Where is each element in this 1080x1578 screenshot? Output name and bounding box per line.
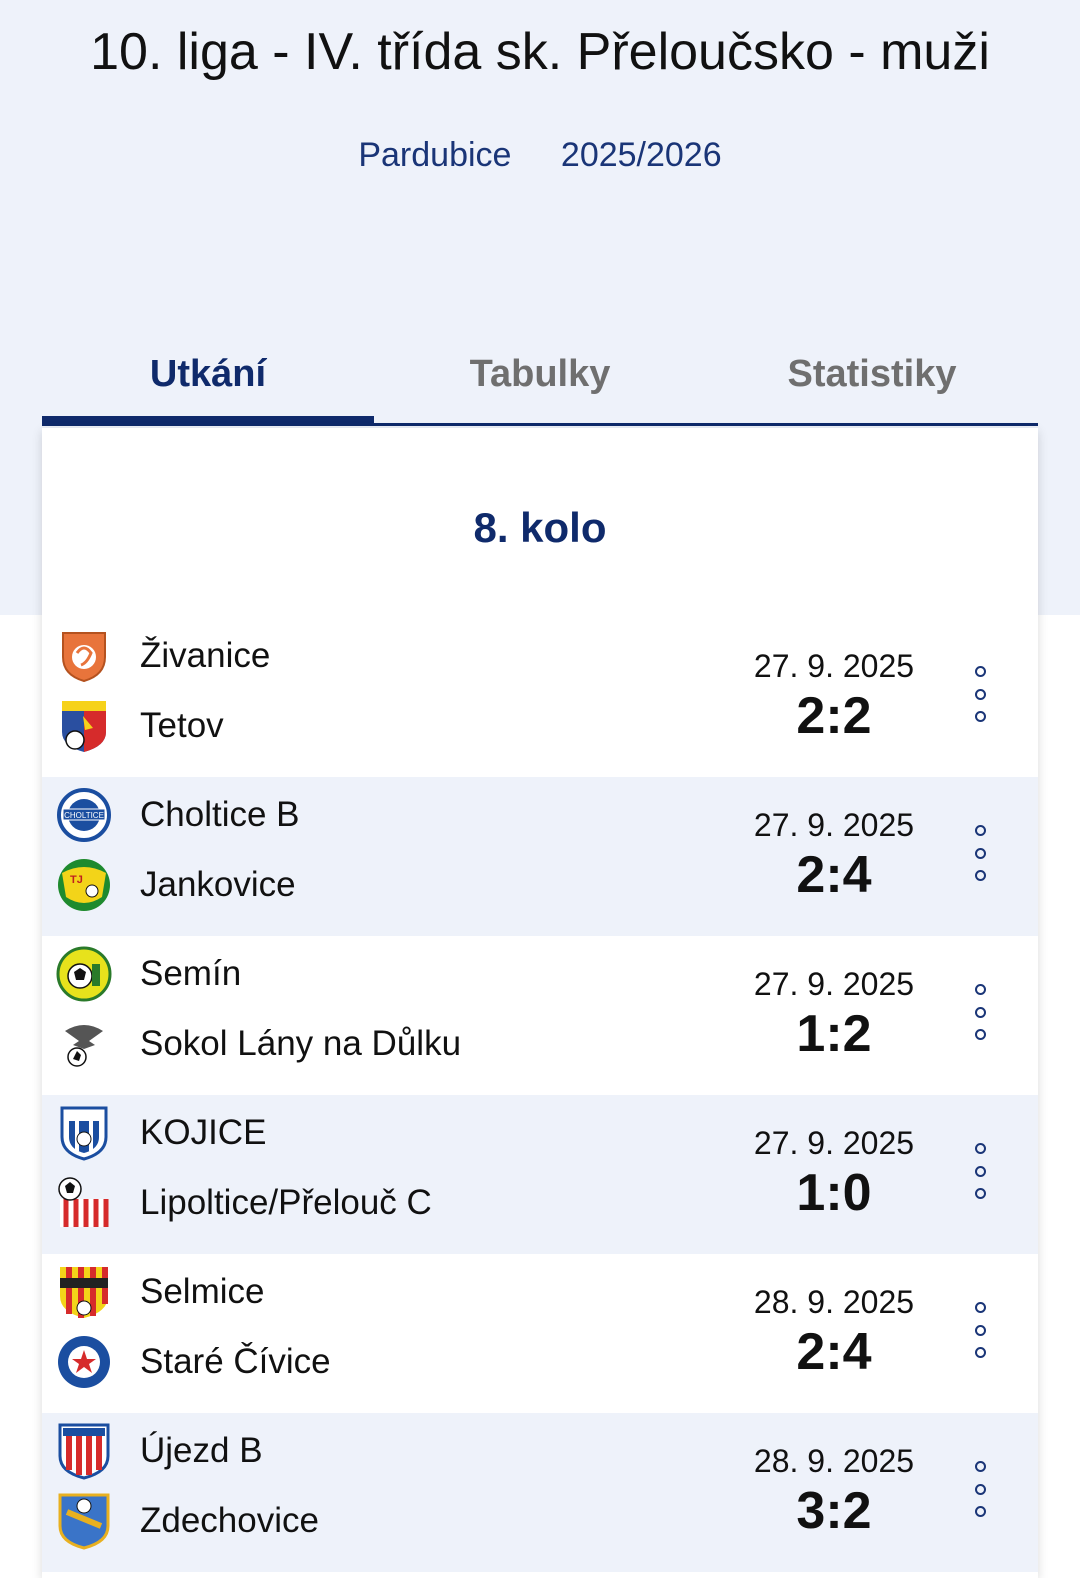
lipoltice-crest-icon	[56, 1175, 112, 1231]
home-team[interactable]: Selmice	[56, 1262, 264, 1322]
tab-bar: Utkání Tabulky Statistiky	[42, 335, 1038, 425]
match-score: 2:4	[796, 1323, 872, 1381]
tab-tabulky[interactable]: Tabulky	[469, 353, 611, 395]
more-options-icon[interactable]	[972, 1461, 988, 1517]
team-name: Újezd B	[140, 1431, 263, 1470]
team-name: KOJICE	[140, 1113, 267, 1152]
zivanice-crest-icon	[56, 628, 112, 684]
jankovice-crest-icon: TJ	[56, 857, 112, 913]
match-date: 27. 9. 2025	[753, 1125, 915, 1161]
home-team[interactable]: Živanice	[56, 626, 270, 686]
team-name: Sokol Lány na Důlku	[140, 1024, 462, 1063]
away-team[interactable]: Staré Čívice	[56, 1332, 331, 1392]
round-title: 8. kolo	[473, 504, 607, 551]
away-team[interactable]: Tetov	[56, 696, 224, 756]
lany-crest-icon	[56, 1016, 112, 1072]
more-options-icon[interactable]	[972, 984, 988, 1040]
more-options-icon[interactable]	[972, 666, 988, 722]
away-team[interactable]: Zdechovice	[56, 1491, 319, 1551]
match-date: 27. 9. 2025	[753, 807, 915, 843]
away-team[interactable]: Lipoltice/Přelouč C	[56, 1173, 432, 1233]
kojice-crest-icon	[56, 1105, 112, 1161]
match-score: 1:2	[796, 1005, 872, 1063]
competition-meta: Pardubice 2025/2026	[0, 136, 1080, 175]
match-score: 3:2	[796, 1482, 872, 1540]
more-options-icon[interactable]	[972, 1143, 988, 1199]
team-name: Zdechovice	[140, 1501, 319, 1540]
match-date: 27. 9. 2025	[753, 648, 915, 684]
match-row[interactable]: CHOLTICE Choltice B TJ Jankovice 27. 9. …	[42, 777, 1038, 936]
ujezd-crest-icon	[56, 1423, 112, 1480]
match-row[interactable]: Živanice Tetov 27. 9. 2025 2:2	[42, 618, 1038, 777]
away-team[interactable]: TJ Jankovice	[56, 855, 296, 915]
active-tab-indicator	[42, 416, 374, 424]
more-options-icon[interactable]	[972, 1302, 988, 1358]
match-score: 2:4	[796, 846, 872, 904]
match-row[interactable]: Selmice Staré Čívice 28. 9. 2025 2:4	[42, 1254, 1038, 1413]
svg-text:TJ: TJ	[70, 874, 83, 886]
home-team[interactable]: Semín	[56, 944, 241, 1004]
home-team[interactable]: Újezd B	[56, 1421, 263, 1481]
match-row[interactable]: Semín Sokol Lány na Důlku 27. 9. 2025 1:…	[42, 936, 1038, 1095]
match-row[interactable]: Újezd B Zdechovice 28. 9. 2025 3:2	[42, 1413, 1038, 1572]
region-link[interactable]: Pardubice	[358, 136, 512, 174]
match-row[interactable]: KOJICE Lipoltice/Přelouč C 27. 9. 2025 1…	[42, 1095, 1038, 1254]
home-team[interactable]: KOJICE	[56, 1103, 266, 1163]
team-name: Staré Čívice	[140, 1342, 331, 1381]
team-name: Selmice	[140, 1272, 265, 1311]
tab-statistiky[interactable]: Statistiky	[787, 353, 957, 395]
zdechovice-crest-icon	[56, 1493, 112, 1550]
team-name: Lipoltice/Přelouč C	[140, 1183, 432, 1222]
more-options-icon[interactable]	[972, 825, 988, 881]
team-name: Semín	[140, 954, 242, 993]
semin-crest-icon	[56, 946, 112, 1002]
match-date: 28. 9. 2025	[753, 1443, 915, 1479]
tab-utkani[interactable]: Utkání	[149, 353, 267, 395]
selmice-crest-icon	[56, 1264, 112, 1320]
team-name: Tetov	[140, 706, 224, 745]
svg-text:CHOLTICE: CHOLTICE	[64, 811, 104, 820]
team-name: Jankovice	[140, 865, 296, 904]
tetov-crest-icon	[56, 698, 112, 754]
choltice-crest-icon: CHOLTICE	[56, 787, 112, 843]
season-link[interactable]: 2025/2026	[560, 136, 722, 174]
tab-divider	[42, 423, 1038, 426]
match-date: 28. 9. 2025	[753, 1284, 915, 1320]
team-name: Živanice	[140, 636, 271, 675]
stare-civice-crest-icon	[56, 1334, 112, 1390]
matches-card: 8. kolo Živanice Tetov 27. 9. 2025 2:2 C…	[42, 428, 1038, 1578]
team-name: Choltice B	[140, 795, 300, 834]
home-team[interactable]: CHOLTICE Choltice B	[56, 785, 300, 845]
away-team[interactable]: Sokol Lány na Důlku	[56, 1014, 461, 1074]
match-score: 1:0	[796, 1164, 872, 1222]
match-date: 27. 9. 2025	[753, 966, 915, 1002]
page-title: 10. liga - IV. třída sk. Přeloučsko - mu…	[90, 23, 990, 81]
match-score: 2:2	[796, 687, 872, 745]
